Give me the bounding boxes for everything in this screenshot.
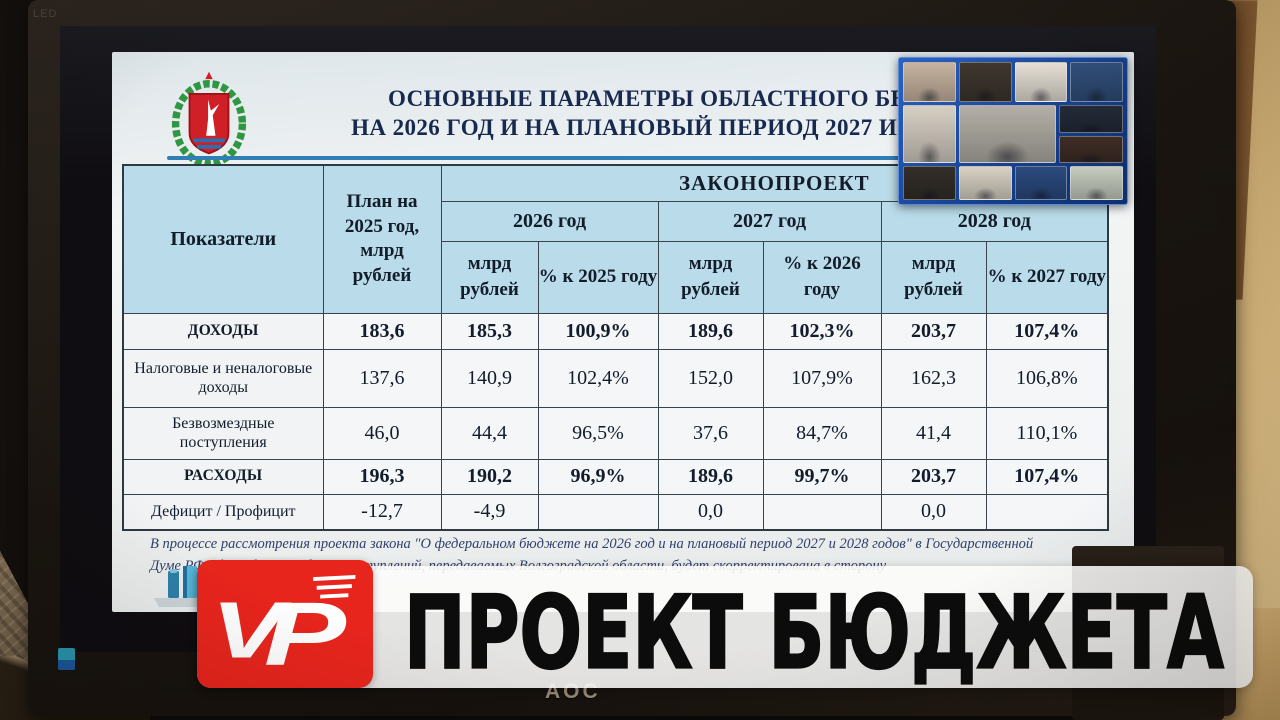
table-cell-value: 107,9%	[762, 348, 882, 408]
table-cell-value: 0,0	[880, 493, 987, 531]
table-row: Безвозмездные поступления 46,0 44,4 96,5% 37…	[122, 406, 1109, 460]
table-row: РАСХОДЫ 196,3 190,2 96,9% 189,6 99,7% 203,7 107…	[122, 458, 1109, 495]
table-row-label: Безвозмездные поступления	[122, 406, 324, 460]
video-conference-overlay	[898, 57, 1128, 205]
footnote-line1: В процессе рассмотрения проекта закона "…	[150, 536, 1034, 552]
table-cell-value: 107,4%	[985, 312, 1109, 350]
table-cell-value: 107,4%	[985, 458, 1109, 495]
table-cell-value: -4,9	[440, 493, 539, 531]
table-cell-value: 189,6	[657, 312, 764, 350]
table-cell-value: 100,9%	[537, 312, 659, 350]
table-cell-value: 44,4	[440, 406, 539, 460]
table-row-label: ДОХОДЫ	[122, 312, 324, 350]
svg-text:V: V	[211, 587, 292, 675]
table-cell-value: 189,6	[657, 458, 764, 495]
table-row-label: РАСХОДЫ	[122, 458, 324, 495]
video-tile-column	[1058, 105, 1123, 163]
budget-table: Показатели План на 2025 год, млрд рублей З…	[122, 164, 1110, 531]
caption-banner	[197, 566, 1253, 688]
table-cell-value: 203,7	[880, 312, 987, 350]
video-participant-tile	[903, 62, 956, 102]
vp-logo-icon: V P	[211, 574, 356, 684]
table-header-subcolumn: % к 2027 году	[985, 240, 1109, 314]
table-cell-value	[762, 493, 882, 531]
video-participant-tile	[903, 166, 956, 200]
table-cell-value: 84,7%	[762, 406, 882, 460]
video-grid-row	[903, 105, 1123, 163]
table-cell-value: 140,9	[440, 348, 539, 408]
table-cell-value: 152,0	[657, 348, 764, 408]
video-participant-tile	[958, 105, 1056, 163]
table-header-year: 2027 год	[657, 200, 882, 242]
table-header-plan-2025: План на 2025 год, млрд рублей	[322, 164, 442, 314]
table-cell-value: 183,6	[322, 312, 442, 350]
table-row-label: Налоговые и неналоговые доходы	[122, 348, 324, 408]
table-row: ДОХОДЫ 183,6 185,3 100,9% 189,6 102,3% 203,7 10…	[122, 312, 1109, 350]
budget-table-body: ДОХОДЫ 183,6 185,3 100,9% 189,6 102,3% 203,7 10…	[122, 312, 1109, 531]
table-cell-value: 203,7	[880, 458, 987, 495]
table-header-year: 2026 год	[440, 200, 659, 242]
video-participant-tile	[1058, 105, 1123, 133]
table-header-year: 2028 год	[880, 200, 1109, 242]
svg-text:P: P	[264, 583, 346, 684]
table-header-subcolumn: % к 2025 году	[537, 240, 659, 314]
table-header-indicators: Показатели	[122, 164, 324, 314]
video-participant-tile	[1014, 62, 1068, 102]
video-grid-row	[903, 166, 1123, 200]
table-cell-value: 185,3	[440, 312, 539, 350]
table-cell-value: 110,1%	[985, 406, 1109, 460]
video-participant-tile	[1070, 166, 1123, 200]
table-cell-value: 190,2	[440, 458, 539, 495]
table-cell-value: 102,4%	[537, 348, 659, 408]
table-header-subcolumn: млрд рублей	[880, 240, 987, 314]
title-divider-line	[167, 156, 1109, 160]
caption-banner-title: ПРОЕКТ БЮДЖЕТА	[403, 573, 1225, 693]
energy-rating-sticker	[58, 648, 75, 670]
video-participant-tile	[1058, 135, 1123, 163]
video-participant-tile	[958, 166, 1012, 200]
table-cell-value	[537, 493, 659, 531]
table-cell-value: 46,0	[322, 406, 442, 460]
vp-channel-logo: V P	[197, 560, 373, 688]
table-cell-value: 102,3%	[762, 312, 882, 350]
volgograd-coat-of-arms-icon	[171, 71, 247, 168]
video-participant-tile	[1014, 166, 1068, 200]
table-cell-value: 37,6	[657, 406, 764, 460]
table-row: Налоговые и неналоговые доходы 137,6 140,9…	[122, 348, 1109, 408]
table-header-subcolumn: % к 2026 году	[762, 240, 882, 314]
monitor-led-label: LED	[33, 8, 57, 20]
table-cell-value: 96,5%	[537, 406, 659, 460]
video-participant-tile	[1070, 62, 1123, 102]
monitor-led-text: LED	[33, 8, 58, 20]
table-cell-value: 41,4	[880, 406, 987, 460]
table-cell-value: 99,7%	[762, 458, 882, 495]
table-header-subcolumn: млрд рублей	[440, 240, 539, 314]
table-row-label: Дефицит / Профицит	[122, 493, 324, 531]
table-cell-value: 137,6	[322, 348, 442, 408]
table-cell-value	[985, 493, 1109, 531]
table-cell-value: 196,3	[322, 458, 442, 495]
table-cell-value: 0,0	[657, 493, 764, 531]
table-cell-value: 96,9%	[537, 458, 659, 495]
table-cell-value: 106,8%	[985, 348, 1109, 408]
table-header-subcolumn: млрд рублей	[657, 240, 764, 314]
video-participant-tile	[958, 62, 1012, 102]
video-participant-tile	[903, 105, 956, 163]
table-cell-value: -12,7	[322, 493, 442, 531]
table-row: Дефицит / Профицит -12,7 -4,9 0,0 0,0	[122, 493, 1109, 531]
video-grid-row	[903, 62, 1123, 102]
budget-table-container: Показатели План на 2025 год, млрд рублей З…	[122, 164, 1110, 531]
table-cell-value: 162,3	[880, 348, 987, 408]
